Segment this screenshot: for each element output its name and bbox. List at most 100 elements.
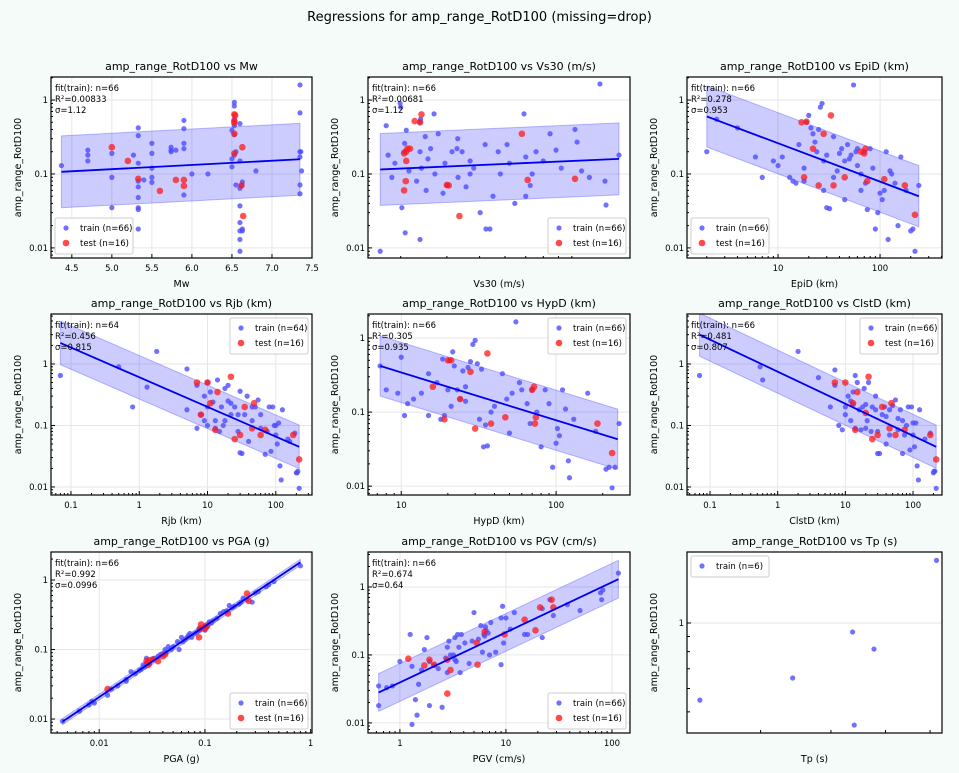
train-point [201, 393, 207, 399]
fit-stats-text: R²=0.00833 [55, 95, 107, 105]
legend-test-marker [698, 239, 706, 247]
y-tick-label: 0.1 [351, 170, 365, 180]
train-point [488, 409, 494, 415]
train-point [149, 140, 155, 146]
train-point [586, 174, 593, 180]
legend-train-marker [63, 225, 69, 231]
train-point [130, 404, 136, 410]
test-point [886, 424, 893, 432]
legend-box [547, 317, 627, 355]
fit-line [61, 158, 301, 173]
test-point [868, 435, 876, 443]
train-point [775, 162, 781, 169]
legend: train (n=66) test (n=16) [229, 692, 309, 730]
y-tick-label: 0.01 [29, 244, 48, 254]
train-point [821, 187, 827, 193]
y-tick-label: 0.01 [29, 715, 48, 725]
train-point [529, 171, 535, 177]
train-point [871, 646, 877, 652]
train-point [455, 136, 461, 142]
train-point [844, 141, 851, 148]
train-point [873, 393, 879, 399]
test-point [172, 176, 180, 184]
fit-line [60, 342, 300, 448]
train-point [503, 615, 509, 621]
train-point [524, 401, 530, 407]
test-point [536, 604, 544, 611]
train-point [499, 371, 506, 377]
test-point [831, 379, 839, 386]
train-point [696, 372, 703, 379]
legend: train (n=66) test (n=16) [547, 217, 627, 255]
test-point [402, 157, 410, 165]
train-point [135, 206, 141, 213]
train-point [414, 178, 420, 184]
train-point [435, 131, 441, 137]
train-point [550, 612, 556, 619]
test-point [195, 633, 203, 641]
fit-stats-text: σ=0.64 [372, 581, 403, 591]
x-tick-label: 100 [905, 501, 921, 511]
data-layer [696, 314, 940, 491]
y-tick-label: 1 [360, 334, 365, 344]
train-point [149, 150, 155, 156]
train-point [244, 393, 250, 399]
x-tick-label: 100 [872, 264, 888, 274]
train-point [516, 380, 523, 386]
train-point [478, 623, 484, 629]
legend-train-marker [699, 563, 705, 569]
train-point [402, 230, 408, 236]
legend: train (n=66) test (n=16) [859, 317, 939, 355]
test-point [911, 211, 919, 219]
test-point [418, 111, 425, 118]
train-point [770, 158, 776, 164]
train-point [863, 401, 869, 408]
test-point [204, 379, 211, 386]
train-point [512, 200, 518, 206]
y-tick-label: 1 [43, 576, 48, 586]
legend-label: train (n=6) [716, 562, 763, 572]
train-point [907, 447, 913, 453]
train-point [395, 390, 401, 396]
fit-stats-text: σ=0.807 [691, 343, 728, 353]
x-tick-label: 0.1 [64, 501, 78, 511]
train-point [812, 139, 818, 145]
train-point [454, 146, 460, 152]
train-point [279, 407, 286, 413]
fit-line [699, 333, 937, 448]
test-point [530, 383, 538, 391]
train-point [205, 171, 211, 177]
subplot-6: 0.1 1 10 100 0.01 0.1 1 fit(train): n=66R²=0.48… [649, 297, 943, 527]
train-point [889, 171, 895, 177]
test-point [851, 426, 859, 434]
data-layer [59, 558, 303, 726]
train-point [471, 165, 477, 171]
train-point [109, 150, 115, 156]
train-point [886, 407, 893, 413]
train-point [806, 112, 812, 118]
test-point [238, 182, 245, 189]
train-point [482, 141, 488, 148]
train-point [466, 660, 472, 667]
y-tick-label: 0.1 [670, 421, 684, 431]
train-point [184, 366, 190, 372]
x-tick-label: 0.01 [90, 739, 109, 749]
x-tick-label: 5.0 [105, 264, 119, 274]
train-point [274, 441, 280, 447]
train-point [842, 197, 848, 203]
train-point [409, 721, 415, 728]
train-point [527, 420, 533, 427]
test-point [193, 379, 201, 386]
y-tick-label: 1 [360, 583, 365, 593]
data-layer [376, 559, 621, 728]
train-point [810, 131, 816, 137]
train-point [298, 149, 304, 155]
legend: train (n=66) test (n=16) [547, 692, 627, 730]
train-point [399, 205, 405, 211]
test-point [108, 143, 116, 151]
y-axis-label: amp_range_RotD100 [13, 118, 24, 217]
train-point [237, 248, 243, 254]
x-axis-label: ClstD (km) [789, 516, 839, 527]
axes-frame [686, 551, 943, 734]
x-tick-label: 10 [202, 501, 213, 511]
